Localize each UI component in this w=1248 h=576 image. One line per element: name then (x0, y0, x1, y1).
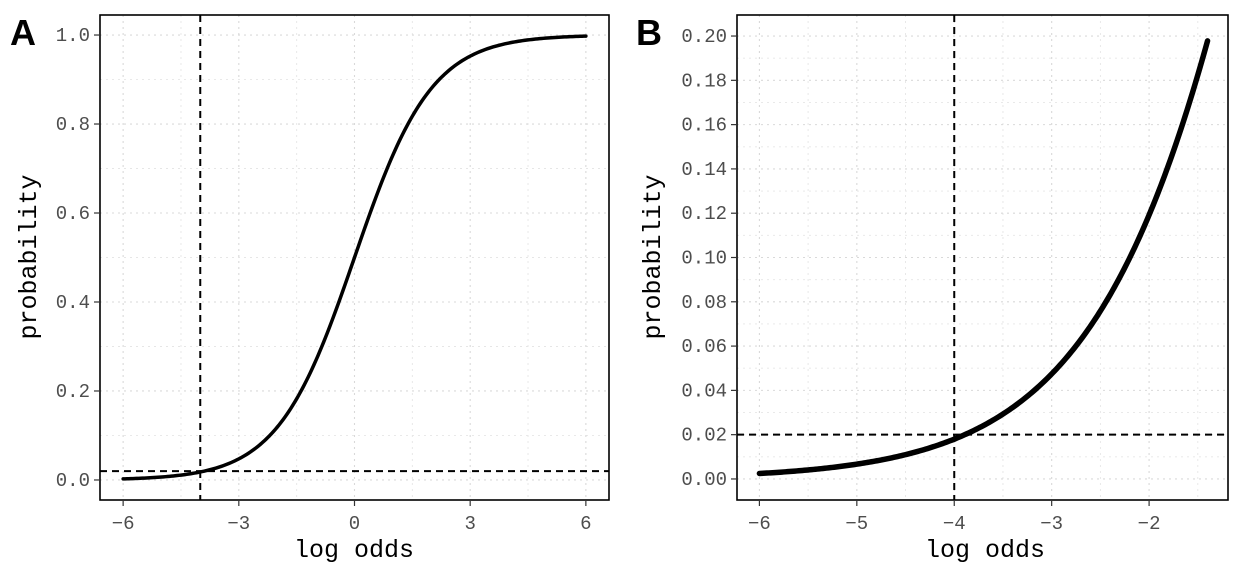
logistic-curve-line (121, 34, 588, 481)
y-tick-label: 0.16 (681, 115, 727, 137)
y-tick-label: 0.02 (681, 425, 727, 447)
reference-lines-a (100, 15, 609, 500)
ticks-a: −6 −3 0 3 6 0.0 0.2 0.4 0.6 0.8 1.0 (56, 25, 592, 535)
gridlines-a (100, 15, 609, 500)
y-tick-label: 0.0 (56, 470, 90, 492)
x-tick-label: 3 (464, 513, 475, 535)
x-tick-label: −6 (748, 513, 771, 535)
y-tick-label: 0.4 (56, 292, 90, 314)
panel-label-a: A (10, 12, 36, 53)
panel-b: B −6 −5 −4 −3 −2 0.00 0.02 0.04 0.06 0.08 0.10 0.12… (636, 12, 1229, 565)
x-tick-label: 6 (580, 513, 591, 535)
curve-a (121, 34, 588, 481)
logistic-curve-line (756, 38, 1211, 477)
x-tick-label: −2 (1138, 513, 1161, 535)
x-axis-title-a: log odds (294, 536, 414, 565)
ticks-b: −6 −5 −4 −3 −2 0.00 0.02 0.04 0.06 0.08 0.10 0.12 0.… (681, 26, 1160, 535)
y-tick-label: 1.0 (56, 25, 90, 47)
x-tick-label: −3 (227, 513, 250, 535)
panel-a: A −6 −3 0 3 6 0.0 0.2 0.4 0.6 0.8 1.0 log odds pro… (10, 12, 610, 565)
panel-label-b: B (636, 12, 662, 53)
x-tick-label: −6 (112, 513, 135, 535)
y-tick-label: 0.12 (681, 203, 727, 225)
y-tick-label: 0.06 (681, 336, 727, 358)
curve-b (756, 38, 1211, 477)
reference-lines-b (737, 15, 1228, 500)
gridlines-b (737, 15, 1228, 500)
y-tick-label: 0.18 (681, 70, 727, 92)
x-tick-label: −5 (845, 513, 868, 535)
y-tick-label: 0.8 (56, 114, 90, 136)
y-tick-label: 0.2 (56, 381, 90, 403)
x-axis-title-b: log odds (925, 536, 1045, 565)
y-tick-label: 0.08 (681, 292, 727, 314)
y-tick-label: 0.20 (681, 26, 727, 48)
y-tick-label: 0.00 (681, 469, 727, 491)
x-tick-label: −3 (1040, 513, 1063, 535)
y-axis-title-a: probability (15, 174, 44, 339)
y-tick-label: 0.10 (681, 248, 727, 270)
x-tick-label: −4 (943, 513, 966, 535)
y-tick-label: 0.6 (56, 203, 90, 225)
y-tick-label: 0.04 (681, 380, 727, 402)
y-tick-label: 0.14 (681, 159, 727, 181)
y-axis-title-b: probability (639, 174, 668, 339)
x-tick-label: 0 (349, 513, 360, 535)
